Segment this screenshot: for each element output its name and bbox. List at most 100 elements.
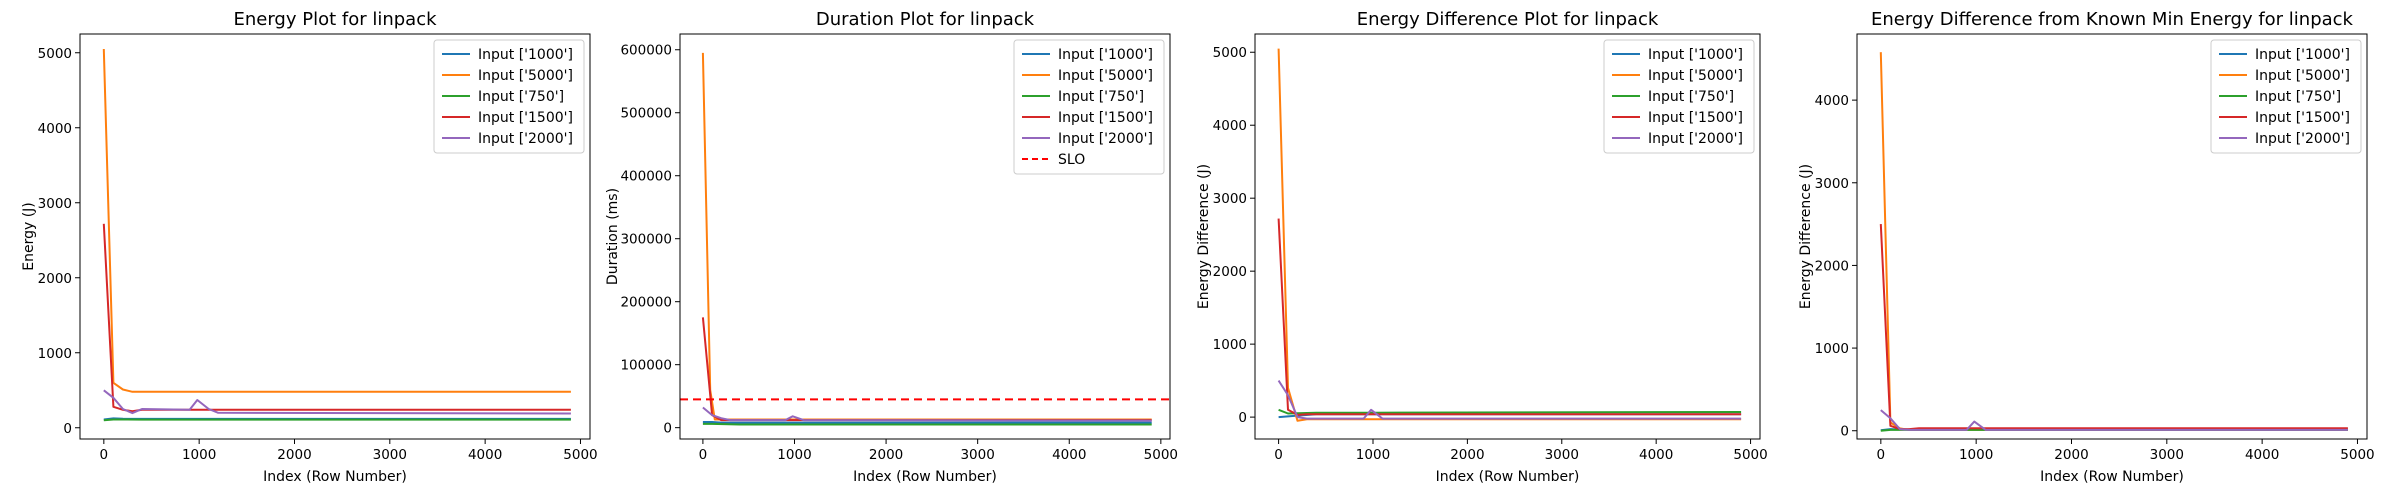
y-tick-label: 500000 (620, 106, 672, 122)
y-tick-label: 2000 (38, 271, 72, 287)
legend-label: Input ['750'] (478, 89, 564, 105)
series-line-4 (102, 223, 571, 413)
series-line-5 (103, 389, 571, 415)
x-tick-label: 3000 (2150, 447, 2184, 463)
axes-frame (1856, 33, 2368, 440)
legend-label: Input ['2000'] (478, 131, 573, 147)
plot-area (1277, 48, 1742, 422)
x-tick-label: 0 (100, 447, 109, 463)
legend-label: Input ['5000'] (478, 68, 573, 84)
legend-label: Input ['5000'] (2255, 68, 2350, 84)
axes-frame (679, 33, 1171, 440)
plot-area (102, 48, 571, 422)
chart-title: Energy Difference Plot for linpack (1357, 9, 1659, 30)
series-line-1 (702, 421, 1152, 424)
y-tick-label: 1000 (1213, 337, 1247, 353)
chart-title: Duration Plot for linpack (816, 9, 1035, 30)
x-axis-label: Index (Row Number) (853, 469, 997, 485)
chart-panel-3: Energy Difference Plot for linpack 0 1000 2… (1196, 9, 1768, 485)
legend-label: Input ['750'] (1058, 89, 1144, 105)
legend: Input ['1000'] Input ['5000'] Input ['750'… (1603, 39, 1755, 154)
series-line-4 (1277, 218, 1742, 416)
chart-title: Energy Difference from Known Min Energy … (1871, 9, 2354, 30)
y-tick-label: 2000 (1213, 264, 1247, 280)
legend-label: Input ['2000'] (1058, 131, 1153, 147)
legend-label: Input ['1000'] (1648, 47, 1743, 63)
x-tick-label: 0 (1877, 447, 1886, 463)
y-tick-label: 1000 (38, 346, 72, 362)
y-axis-label: Energy Difference (J) (1196, 164, 1212, 309)
y-tick-label: 1000 (1815, 341, 1849, 357)
y-tick-label: 5000 (38, 46, 72, 62)
chart-title: Energy Plot for linpack (233, 9, 437, 30)
x-tick-label: 4000 (1639, 447, 1673, 463)
legend-label: Input ['5000'] (1648, 68, 1743, 84)
series-line-5 (1880, 409, 2348, 431)
x-tick-label: 2000 (869, 447, 903, 463)
y-tick-label: 3000 (1213, 191, 1247, 207)
plot-area (1879, 52, 2348, 432)
y-tick-label: 3000 (1815, 176, 1849, 192)
x-axis-label: Index (Row Number) (2040, 469, 2184, 485)
x-tick-label: 5000 (2340, 447, 2374, 463)
legend-label: SLO (1058, 152, 1085, 168)
y-tick-label: 0 (663, 421, 672, 437)
legend-label: Input ['5000'] (1058, 68, 1153, 84)
legend-label: Input ['1500'] (2255, 110, 2350, 126)
x-tick-label: 3000 (1545, 447, 1579, 463)
legend-box (2210, 39, 2362, 154)
x-axis-label: Index (Row Number) (263, 469, 407, 485)
y-tick-label: 200000 (620, 295, 672, 311)
legend: Input ['1000'] Input ['5000'] Input ['750'… (2210, 39, 2362, 154)
x-tick-label: 2000 (1450, 447, 1484, 463)
series-line-5 (702, 406, 1152, 422)
y-tick-label: 2000 (1815, 258, 1849, 274)
y-tick-label: 100000 (620, 358, 672, 374)
plot-area (680, 52, 1170, 426)
series-line-3 (103, 418, 571, 422)
series-line-5 (1277, 380, 1742, 420)
y-tick-label: 4000 (1213, 118, 1247, 134)
x-tick-label: 1000 (777, 447, 811, 463)
legend-label: Input ['1500'] (478, 110, 573, 126)
legend-label: Input ['1000'] (478, 47, 573, 63)
legend-box (1013, 39, 1165, 175)
x-tick-label: 2000 (277, 447, 311, 463)
x-tick-label: 3000 (373, 447, 407, 463)
legend-label: Input ['1000'] (1058, 47, 1153, 63)
y-tick-label: 0 (1238, 410, 1247, 426)
legend-label: Input ['1500'] (1648, 110, 1743, 126)
legend-label: Input ['2000'] (1648, 131, 1743, 147)
x-tick-label: 0 (1274, 447, 1283, 463)
y-axis-label: Energy (J) (21, 202, 37, 271)
series-line-3 (702, 422, 1152, 426)
legend-label: Input ['750'] (2255, 89, 2341, 105)
y-tick-label: 4000 (38, 121, 72, 137)
x-tick-label: 1000 (182, 447, 216, 463)
legend-label: Input ['1500'] (1058, 110, 1153, 126)
x-tick-label: 5000 (1144, 447, 1178, 463)
y-axis-label: Duration (ms) (605, 188, 621, 285)
legend-label: Input ['1000'] (2255, 47, 2350, 63)
x-tick-label: 1000 (1959, 447, 1993, 463)
legend: Input ['1000'] Input ['5000'] Input ['750'… (433, 39, 585, 154)
x-axis-label: Index (Row Number) (1436, 469, 1580, 485)
x-tick-label: 2000 (2054, 447, 2088, 463)
chart-panel-2: Duration Plot for linpack 0 1000 2000 3000 40… (605, 9, 1178, 485)
y-tick-label: 0 (63, 421, 72, 437)
y-tick-label: 0 (1840, 424, 1849, 440)
y-tick-label: 400000 (620, 169, 672, 185)
y-tick-label: 600000 (620, 43, 672, 59)
legend-label: Input ['2000'] (2255, 131, 2350, 147)
x-tick-label: 0 (699, 447, 708, 463)
y-tick-label: 3000 (38, 196, 72, 212)
series-line-2 (102, 48, 571, 393)
axes-frame (1254, 33, 1761, 440)
axes-frame (79, 33, 591, 440)
x-tick-label: 1000 (1356, 447, 1390, 463)
x-tick-label: 4000 (468, 447, 502, 463)
legend: Input ['1000'] Input ['5000'] Input ['750'… (1013, 39, 1165, 175)
y-tick-label: 4000 (1815, 93, 1849, 109)
y-tick-label: 5000 (1213, 45, 1247, 61)
